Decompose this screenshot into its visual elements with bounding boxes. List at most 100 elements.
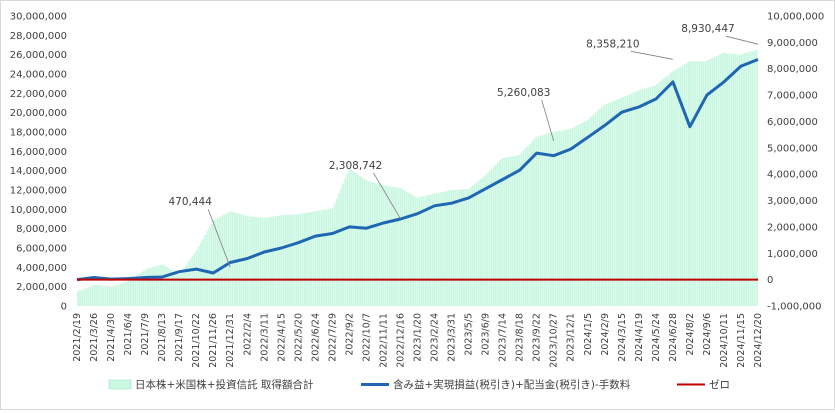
bar	[573, 126, 576, 306]
bar	[598, 108, 601, 306]
bar	[405, 191, 408, 306]
bar	[284, 214, 287, 306]
bar	[110, 286, 113, 306]
annotation-leader	[373, 172, 401, 220]
bar	[586, 120, 588, 307]
bar	[664, 77, 667, 306]
x-tick-label: 2022/10/7	[361, 313, 372, 362]
bar	[535, 136, 538, 306]
bar	[452, 189, 455, 306]
bar	[753, 50, 756, 306]
bar	[210, 223, 213, 306]
bar	[484, 175, 487, 306]
bar	[460, 189, 463, 306]
bar	[159, 265, 162, 306]
bar	[376, 183, 378, 306]
bar	[361, 177, 364, 306]
bar	[475, 182, 478, 306]
bar	[687, 61, 690, 307]
bar	[719, 53, 722, 306]
bar	[505, 157, 508, 307]
bar	[272, 216, 274, 306]
bar	[132, 277, 134, 306]
bar	[617, 99, 620, 306]
bar	[214, 218, 217, 306]
bar	[244, 215, 247, 306]
bar	[647, 87, 650, 306]
annotation-leader	[541, 99, 555, 142]
bar	[227, 212, 230, 306]
bar	[522, 150, 525, 306]
x-tick-label: 2024/1/5	[583, 313, 594, 356]
bar	[378, 183, 381, 306]
bar	[499, 160, 501, 306]
left-tick-label: 0	[61, 302, 67, 313]
x-tick-label: 2022/7/29	[327, 313, 338, 362]
bar	[622, 97, 625, 306]
bar	[511, 156, 514, 306]
x-tick-label: 2024/9/6	[702, 313, 713, 356]
bar	[668, 73, 671, 306]
bar	[412, 195, 414, 306]
bar	[168, 268, 171, 306]
left-tick-label: 14,000,000	[10, 166, 67, 177]
right-tick-label: -1,000,000	[767, 302, 822, 313]
bar	[93, 284, 96, 306]
bar	[263, 218, 266, 306]
bar	[490, 168, 493, 306]
bar	[410, 194, 412, 306]
bar	[384, 185, 387, 306]
x-tick-label: 2023/12/1	[566, 313, 577, 362]
right-tick-label: 8,000,000	[767, 64, 818, 75]
bar	[465, 189, 468, 306]
x-tick-label: 2024/3/15	[617, 313, 628, 362]
x-tick-label: 2021/2/19	[72, 313, 83, 362]
left-tick-label: 22,000,000	[10, 89, 67, 100]
right-tick-label: 10,000,000	[767, 12, 824, 23]
x-tick-label: 2023/9/22	[532, 313, 543, 362]
bar	[677, 68, 680, 306]
bar	[87, 287, 90, 306]
x-tick-label: 2023/1/20	[413, 313, 424, 362]
bar	[393, 186, 395, 306]
bar	[231, 211, 234, 306]
bar	[225, 213, 228, 306]
x-tick-label: 2023/6/9	[481, 313, 492, 356]
left-tick-label: 6,000,000	[16, 244, 67, 255]
bar	[520, 152, 523, 306]
bar	[615, 99, 618, 306]
legend: 日本株+米国株+投資信託 取得額合計 含み益+実現損益(税引き)+配当金(税引き)…	[108, 378, 730, 391]
legend-label: 含み益+実現損益(税引き)+配当金(税引き)-手数料	[393, 378, 631, 391]
bar	[747, 52, 750, 306]
bar	[323, 209, 325, 306]
bar	[350, 170, 353, 306]
bar	[83, 288, 86, 306]
bar	[217, 217, 219, 306]
bar	[429, 194, 431, 306]
bar	[187, 262, 190, 306]
bar	[202, 238, 204, 306]
bar	[115, 285, 117, 306]
bar	[581, 122, 584, 306]
bar	[480, 178, 482, 306]
annotations: 470,444 2,308,742 5,260,083 8,358,210 8,930,…	[168, 23, 759, 268]
bar	[134, 276, 137, 306]
profit-line	[76, 58, 759, 282]
left-tick-label: 8,000,000	[16, 224, 67, 235]
bar	[673, 70, 675, 307]
bar	[634, 91, 637, 307]
bar	[418, 197, 421, 306]
bar	[431, 194, 434, 306]
bar	[607, 103, 610, 307]
left-tick-label: 10,000,000	[10, 205, 67, 216]
x-tick-label: 2024/8/2	[685, 313, 696, 356]
bar	[261, 217, 264, 306]
bar	[77, 291, 79, 306]
bar	[543, 134, 546, 306]
bar	[185, 265, 187, 306]
bar	[229, 211, 232, 306]
bar	[248, 216, 251, 306]
x-tick-label: 2021/11/26	[208, 313, 219, 368]
bar	[626, 95, 629, 307]
